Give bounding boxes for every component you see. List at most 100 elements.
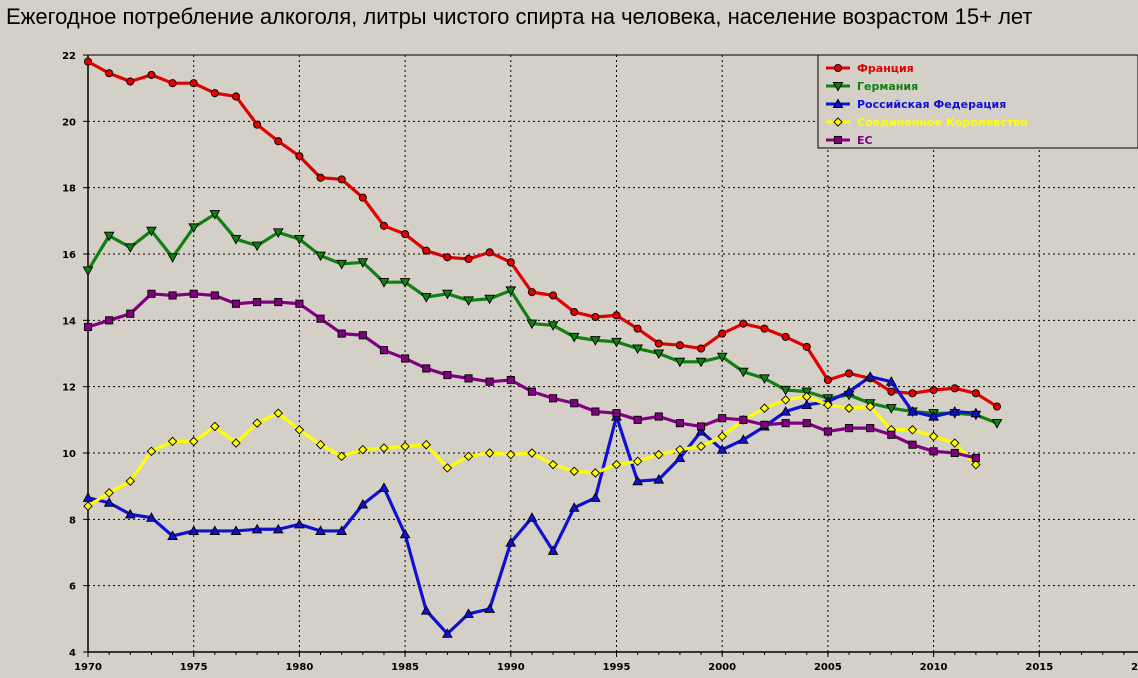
data-point <box>252 418 262 428</box>
data-point <box>463 608 474 618</box>
data-point <box>442 289 453 300</box>
data-point <box>549 291 558 300</box>
data-point <box>506 375 515 385</box>
data-point <box>632 344 644 355</box>
data-point <box>802 391 812 402</box>
data-point <box>527 288 536 297</box>
data-point <box>379 221 389 230</box>
data-point <box>104 488 114 498</box>
data-point <box>421 439 431 450</box>
data-point <box>549 394 558 403</box>
x-tick-label: 1975 <box>180 662 208 673</box>
data-point <box>844 403 854 413</box>
data-point <box>739 319 748 328</box>
data-point <box>908 389 917 398</box>
data-point <box>653 349 665 360</box>
data-point <box>992 402 1002 411</box>
data-point <box>737 367 749 378</box>
data-point <box>697 422 706 431</box>
data-point <box>230 235 242 245</box>
data-point <box>505 537 517 547</box>
data-point <box>126 77 135 86</box>
data-point <box>950 438 960 448</box>
legend-swatch-marker <box>833 135 843 145</box>
data-point <box>105 316 114 325</box>
data-point <box>759 374 770 384</box>
data-point <box>654 449 664 460</box>
data-point <box>527 448 537 458</box>
data-point <box>274 137 283 146</box>
data-point <box>251 523 263 534</box>
data-point <box>589 492 601 502</box>
data-point <box>146 446 157 457</box>
data-point <box>294 425 305 435</box>
data-point <box>929 447 938 456</box>
data-point <box>485 248 494 257</box>
data-point <box>168 291 177 300</box>
data-point <box>526 512 538 522</box>
data-point <box>231 299 241 308</box>
data-point <box>188 525 200 535</box>
data-point <box>844 369 854 378</box>
data-point <box>801 399 813 409</box>
data-point <box>506 449 516 460</box>
data-point <box>950 448 959 458</box>
data-point <box>272 523 284 534</box>
legend-label: Франция <box>857 62 914 75</box>
data-point <box>315 251 326 262</box>
data-point <box>971 459 981 470</box>
data-point <box>570 307 579 317</box>
data-point <box>717 431 727 442</box>
data-point <box>589 336 601 346</box>
data-point <box>484 603 496 613</box>
data-point <box>253 298 262 307</box>
data-point <box>316 314 325 323</box>
data-point <box>399 528 411 539</box>
data-point <box>654 412 663 421</box>
data-point <box>568 502 580 512</box>
data-point <box>907 406 918 416</box>
data-point <box>295 299 304 308</box>
data-point <box>823 427 832 436</box>
data-point <box>569 466 579 476</box>
data-point <box>463 296 474 306</box>
data-point <box>443 253 452 262</box>
series-line <box>87 375 977 636</box>
data-point <box>802 419 811 428</box>
data-point <box>378 278 390 288</box>
data-point <box>210 421 220 432</box>
data-point <box>632 456 643 467</box>
y-tick-label: 20 <box>62 117 76 128</box>
data-point <box>570 399 579 408</box>
data-point <box>760 324 769 333</box>
data-point <box>442 628 453 638</box>
data-point <box>674 357 686 368</box>
data-point <box>887 387 896 396</box>
x-tick-label: 2005 <box>814 662 842 673</box>
data-point <box>103 497 115 507</box>
data-point <box>83 57 93 66</box>
data-point <box>737 434 749 444</box>
x-tick-label: 1970 <box>74 662 102 673</box>
data-point <box>126 309 135 318</box>
data-point <box>336 525 348 535</box>
data-point <box>505 286 517 297</box>
data-point <box>716 444 728 454</box>
y-tick-label: 16 <box>62 250 76 261</box>
data-point <box>718 414 727 423</box>
data-point <box>718 329 727 338</box>
data-point <box>823 400 833 410</box>
data-point <box>759 403 770 413</box>
data-point <box>422 246 431 255</box>
data-point <box>82 266 94 277</box>
data-point <box>463 451 474 462</box>
data-point <box>230 525 242 535</box>
data-point <box>866 424 875 433</box>
data-point <box>716 352 728 363</box>
data-point <box>865 401 875 412</box>
data-point <box>864 371 876 381</box>
data-point <box>675 444 685 455</box>
data-point <box>379 346 389 355</box>
